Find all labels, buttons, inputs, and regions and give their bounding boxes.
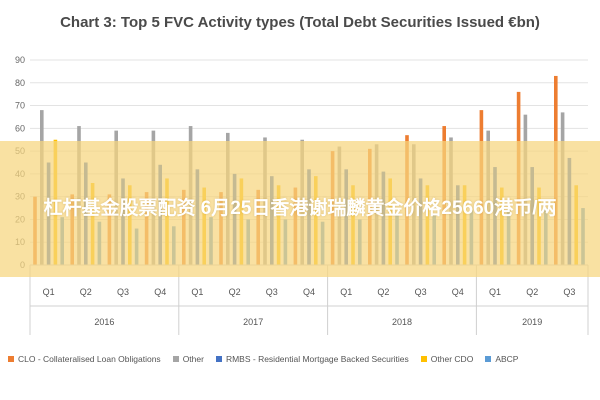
x-group-label: 2016 [94,317,114,327]
x-tick-label: Q2 [80,287,92,297]
x-tick-label: Q3 [563,287,575,297]
x-tick-label: Q1 [489,287,501,297]
legend-item: Other CDO [420,354,474,364]
legend-swatch [8,356,14,362]
legend-item: CLO - Collateralised Loan Obligations [8,354,161,364]
legend-swatch [215,356,222,362]
x-tick-label: Q1 [340,287,352,297]
y-tick-label: 70 [15,101,25,111]
x-tick-label: Q3 [117,287,129,297]
x-tick-label: Q1 [191,287,203,297]
banner-text: 杠杆基金股票配资 6月25日香港谢瑞麟黄金价格25660港币/两 [43,198,557,219]
x-tick-label: Q1 [43,287,55,297]
legend-item: Other [172,354,204,364]
chart-title: Chart 3: Top 5 FVC Activity types (Total… [60,14,540,31]
legend-swatch [420,356,427,362]
x-group-label: 2018 [392,317,412,327]
x-tick-label: Q2 [526,287,538,297]
x-group-label: 2017 [243,317,263,327]
legend-label: Other CDO [430,354,474,364]
x-tick-label: Q2 [229,287,241,297]
legend-label: CLO - Collateralised Loan Obligations [18,354,161,364]
y-tick-label: 90 [15,55,25,65]
legend-swatch [485,356,492,362]
legend-label: ABCP [495,354,519,364]
x-axis-ticks: Q1 Q2 Q3 Q4 Q1 Q2 Q3 Q4 Q1 Q2 Q3 Q4 Q1 Q2 Q3 [43,287,576,297]
overlay-banner: 杠杆基金股票配资 6月25日香港谢瑞麟黄金价格25660港币/两 [0,141,600,277]
y-tick-label: 60 [15,123,25,133]
legend-item: ABCP [485,354,518,364]
y-tick-label: 80 [15,78,25,88]
legend-item: RMBS - Residential Mortgage Backed Secur… [215,354,409,364]
x-tick-label: Q3 [415,287,427,297]
x-tick-label: Q2 [377,287,389,297]
x-tick-label: Q4 [452,287,464,297]
x-tick-label: Q3 [266,287,278,297]
x-tick-label: Q4 [303,287,315,297]
x-axis-groups: 2016 2017 2018 2019 [29,265,589,335]
legend-label: Other [182,354,204,364]
chart-legend: CLO - Collateralised Loan Obligations Oth… [8,350,598,368]
x-group-label: 2019 [522,317,542,327]
legend-label: RMBS - Residential Mortgage Backed Secur… [225,354,409,364]
x-tick-label: Q4 [154,287,166,297]
legend-swatch [172,356,179,362]
